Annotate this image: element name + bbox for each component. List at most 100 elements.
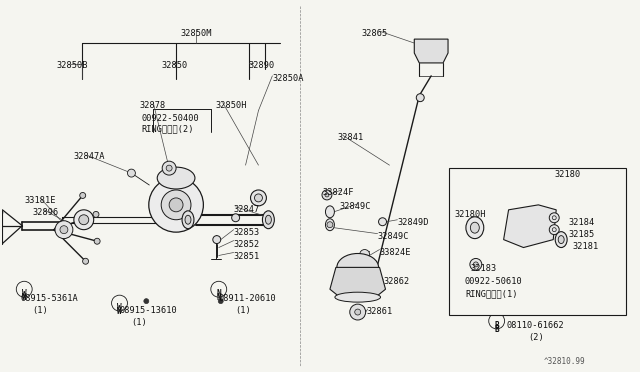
Text: 08110-61662: 08110-61662 [507,321,564,330]
Circle shape [416,94,424,102]
Text: 32180: 32180 [554,170,580,179]
Circle shape [549,225,559,235]
Text: 32851: 32851 [234,251,260,260]
Text: 32896: 32896 [32,208,58,217]
Ellipse shape [157,167,195,189]
Polygon shape [330,267,385,297]
Text: 32865: 32865 [362,29,388,38]
Circle shape [83,258,88,264]
Circle shape [474,262,478,267]
Circle shape [80,192,86,198]
Text: 33824F: 33824F [322,188,353,197]
Circle shape [489,313,504,329]
Circle shape [325,193,329,197]
Text: (1): (1) [32,306,48,315]
Circle shape [470,259,482,270]
Text: 32184: 32184 [568,218,595,227]
Text: W: W [22,293,26,302]
Text: 00922-50610: 00922-50610 [465,277,523,286]
Text: 33181E: 33181E [24,196,56,205]
Ellipse shape [169,198,183,212]
Ellipse shape [466,217,484,238]
Text: 32850: 32850 [161,61,188,70]
Text: 08911-20610: 08911-20610 [219,294,276,303]
Text: 00922-50400: 00922-50400 [141,113,199,122]
Text: 32180H: 32180H [454,210,486,219]
Circle shape [322,190,332,200]
Text: N: N [216,289,221,298]
Circle shape [360,250,370,259]
Circle shape [211,281,227,297]
Polygon shape [504,205,556,247]
Circle shape [162,161,176,175]
Circle shape [218,299,223,304]
Circle shape [549,213,559,223]
Text: (1): (1) [131,318,147,327]
Circle shape [94,238,100,244]
Circle shape [378,218,387,226]
Circle shape [232,214,239,222]
Circle shape [79,215,89,225]
Circle shape [350,304,365,320]
Circle shape [93,211,99,217]
Text: 32850M: 32850M [180,29,212,38]
Circle shape [111,295,127,311]
Text: 32853: 32853 [234,228,260,237]
Circle shape [144,299,148,304]
Text: 32841: 32841 [338,134,364,142]
Text: 32847A: 32847A [74,152,106,161]
Circle shape [355,309,361,315]
Text: N: N [216,293,221,302]
Text: 32847: 32847 [234,205,260,214]
Text: W: W [117,303,122,312]
Circle shape [213,235,221,244]
Ellipse shape [558,235,564,244]
Ellipse shape [470,222,479,233]
Ellipse shape [337,253,378,281]
Ellipse shape [266,215,271,224]
Ellipse shape [262,211,275,229]
Text: B: B [494,325,499,334]
Circle shape [60,226,68,234]
Circle shape [127,169,136,177]
Text: ^32810.99: ^32810.99 [543,357,585,366]
Text: RINGリング(2): RINGリング(2) [141,125,194,134]
Ellipse shape [326,219,334,231]
Ellipse shape [148,177,204,232]
Text: 32181: 32181 [572,241,598,251]
Text: (2): (2) [529,333,544,342]
Text: (1): (1) [236,306,252,315]
Ellipse shape [255,194,262,202]
Ellipse shape [185,215,191,224]
Circle shape [74,210,93,230]
Circle shape [327,222,333,228]
Text: 32183: 32183 [471,264,497,273]
Text: 32850A: 32850A [273,74,304,83]
Ellipse shape [326,206,334,218]
Text: 32185: 32185 [568,230,595,239]
Text: W: W [117,307,122,316]
Text: 32878: 32878 [140,101,166,110]
Bar [449,168,626,315]
Ellipse shape [182,211,194,229]
Text: 32861: 32861 [367,307,393,316]
Circle shape [16,281,32,297]
Ellipse shape [556,232,567,247]
Circle shape [166,165,172,171]
Ellipse shape [250,190,266,206]
Text: 32849C: 32849C [378,232,409,241]
Text: 08915-13610: 08915-13610 [120,306,177,315]
Ellipse shape [335,292,381,302]
Text: 32849D: 32849D [397,218,429,227]
Ellipse shape [161,190,191,220]
Text: 32852: 32852 [234,240,260,248]
Text: B: B [494,321,499,330]
Circle shape [55,221,73,238]
Text: 33824E: 33824E [380,247,411,257]
Text: 08915-5361A: 08915-5361A [20,294,78,303]
Text: 32890: 32890 [248,61,275,70]
Text: 32849C: 32849C [340,202,371,211]
Text: 32862: 32862 [383,277,410,286]
Text: W: W [22,289,26,298]
Text: 32850H: 32850H [216,101,247,110]
